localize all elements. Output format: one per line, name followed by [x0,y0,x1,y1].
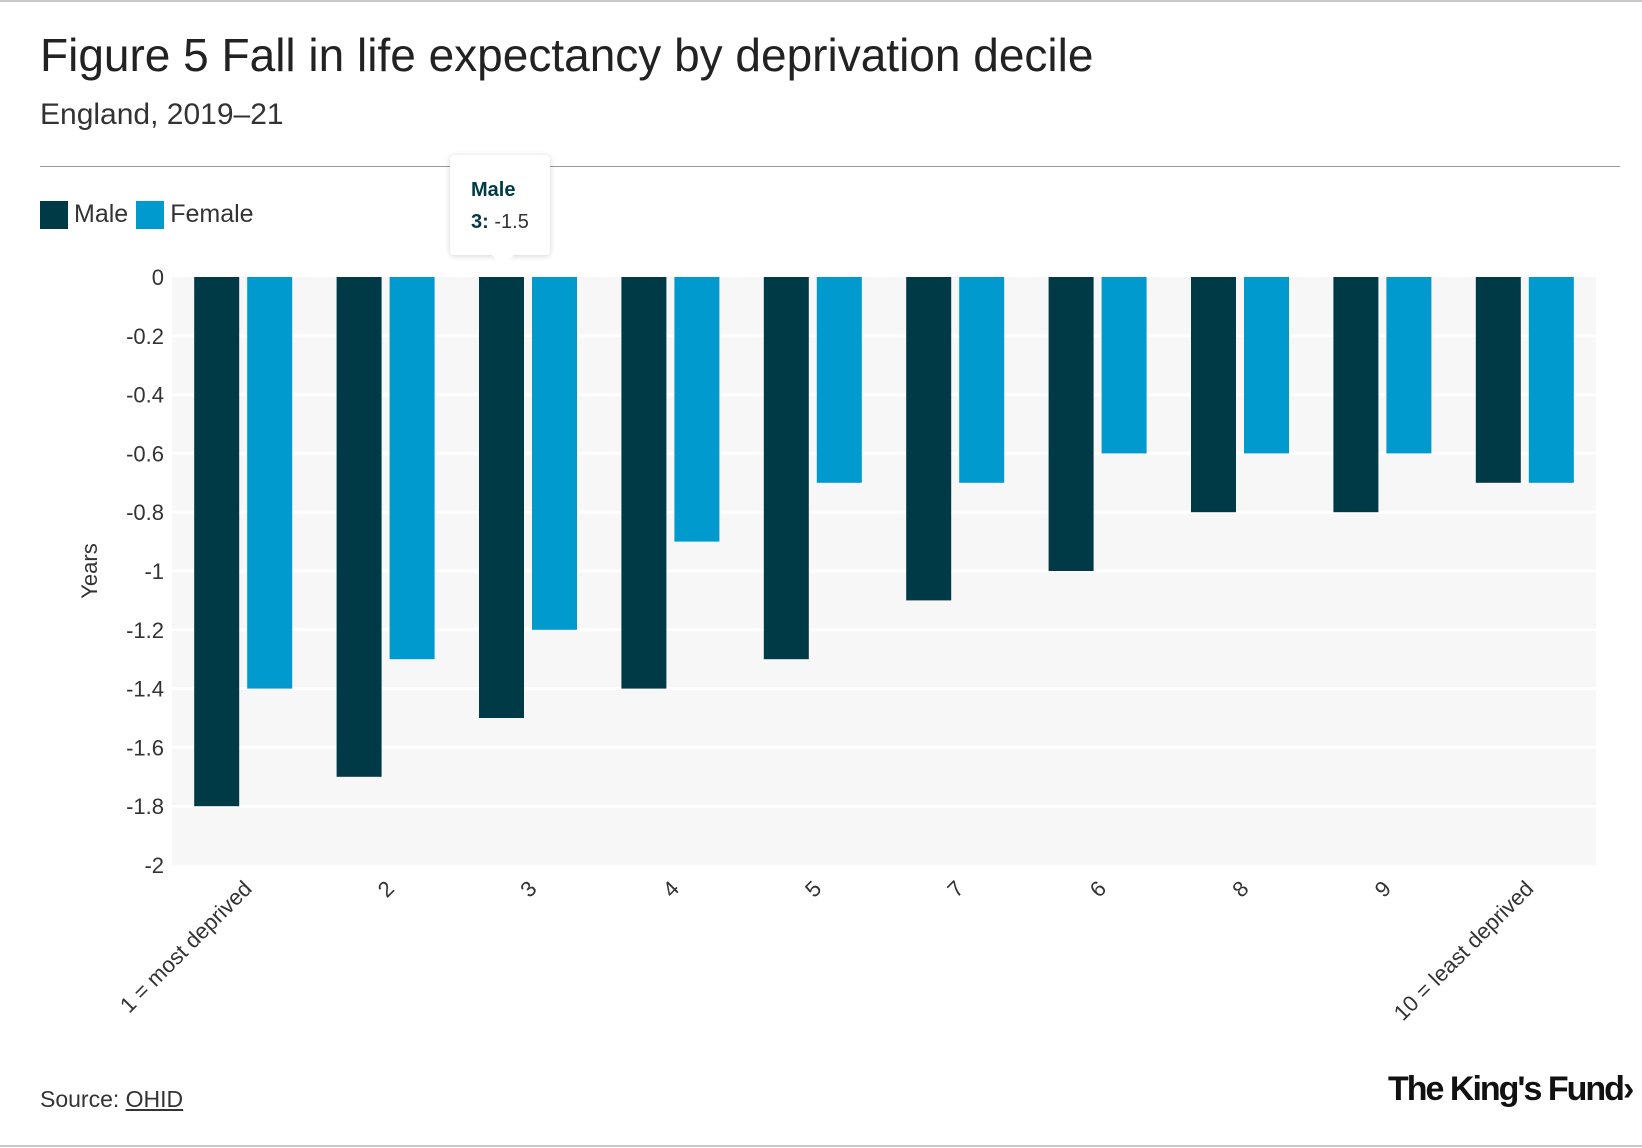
chevron-right-icon: › [1622,1070,1634,1108]
bar-female [816,277,862,483]
source-link[interactable]: OHID [125,1086,184,1112]
bar-male [621,277,667,689]
bar-male [1475,277,1521,483]
bar-female [1528,277,1574,483]
tooltip-pointer [491,254,515,266]
y-tick-label: 0 [152,265,164,290]
bar-male [906,277,952,601]
bar-male [763,277,809,660]
y-tick-label: -2 [144,853,164,878]
bar-female [247,277,293,689]
tooltip: Male 3: -1.5 [450,155,550,255]
x-tick-label: 2 [373,876,399,902]
x-tick-label: 1 = most deprived [115,876,257,1018]
legend: Male Female [40,200,262,229]
x-tick-label: 5 [800,876,826,902]
y-tick-label: -1.2 [126,618,164,643]
x-tick-label: 4 [658,876,684,902]
bar-female [1244,277,1289,454]
x-tick-label: 7 [942,876,968,902]
bar-female [1386,277,1432,454]
source-note: Source: OHID [40,1086,183,1113]
top-border [0,0,1642,2]
legend-label-male: Male [74,200,129,228]
bottom-border [0,1145,1642,1147]
tooltip-value: -1.5 [494,211,529,233]
x-tick-label: 6 [1085,876,1111,902]
legend-item-male[interactable]: Male [40,200,128,229]
chart-title: Figure 5 Fall in life expectancy by depr… [40,29,1094,81]
bar-female [1101,277,1147,454]
legend-label-female: Female [170,200,254,228]
legend-swatch-female [136,200,165,229]
y-axis-label: Years [77,543,102,598]
bar-female [389,277,435,660]
tooltip-line: 3: -1.5 [471,211,529,234]
bar-male [1048,277,1094,571]
bar-male [479,277,524,718]
bar-male [1333,277,1379,513]
y-tick-label: -0.2 [126,324,164,349]
x-tick-label: 10 = least deprived [1389,876,1539,1026]
y-tick-label: -1 [144,559,164,584]
y-tick-label: -0.6 [126,441,164,466]
logo-text: The King's Fund [1388,1070,1625,1108]
x-tick-label: 3 [515,876,541,902]
bar-male [1191,277,1236,513]
legend-swatch-male [40,200,68,229]
source-prefix: Source: [40,1086,126,1112]
tooltip-series: Male [471,179,516,201]
legend-item-female[interactable]: Female [136,200,254,229]
y-tick-label: -0.8 [126,500,164,525]
y-tick-label: -1.8 [126,794,164,819]
x-tick-label: 9 [1370,876,1396,902]
header-divider [40,166,1620,167]
x-tick-label: 8 [1227,876,1253,902]
bar-female [959,277,1005,483]
y-tick-label: -1.6 [126,735,164,760]
y-tick-label: -1.4 [126,677,164,702]
bar-female [532,277,577,630]
y-tick-label: -0.4 [126,383,164,408]
chart-subtitle: England, 2019–21 [40,98,284,131]
bar-female [674,277,720,542]
tooltip-category: 3: [471,211,489,233]
bar-male [194,277,240,807]
bar-male [336,277,382,777]
kings-fund-logo: The King's Fund› [1388,1070,1634,1109]
